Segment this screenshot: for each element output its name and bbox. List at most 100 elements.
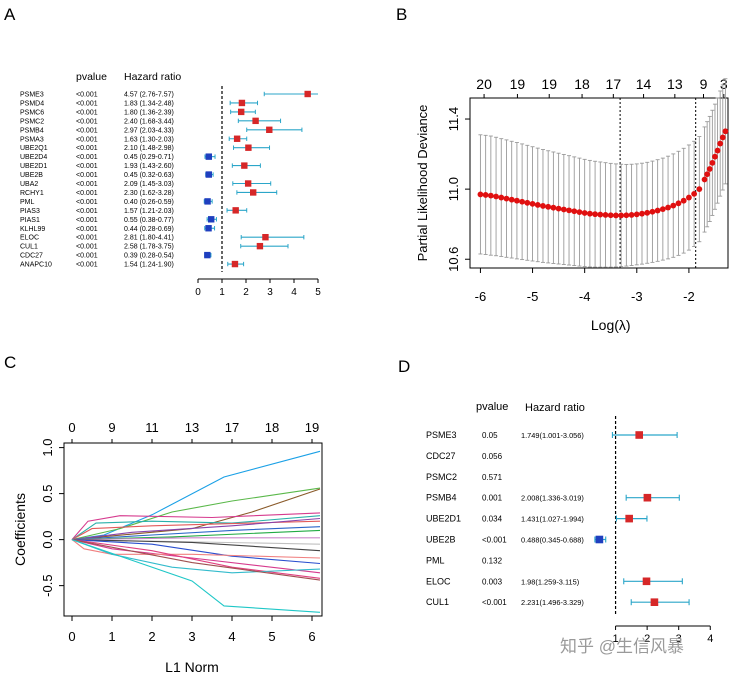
cv-point — [719, 134, 726, 141]
coef-path — [71, 539, 321, 579]
gene-label: ELOC — [20, 235, 39, 242]
pvalue-label: 0.034 — [482, 515, 503, 524]
hr-point — [241, 162, 248, 169]
hr-ci-label: 1.93 (1.43-2.60) — [124, 163, 174, 170]
pvalue-label: <0.001 — [76, 253, 98, 260]
coef-path — [71, 537, 320, 541]
cv-point — [477, 191, 484, 198]
pvalue-label: 0.571 — [482, 473, 503, 482]
y-tick-label: -0.5 — [40, 574, 55, 596]
top-tick-label: 17 — [225, 420, 239, 435]
top-tick-label: 9 — [700, 76, 708, 92]
hr-point — [204, 251, 211, 259]
hr-ci-label: 2.97 (2.03-4.33) — [124, 127, 174, 134]
hr-ci-label: 0.45 (0.29-0.71) — [124, 154, 174, 161]
hr-point — [231, 260, 239, 268]
gene-label: ELOC — [426, 576, 451, 586]
x-tick-label: 0 — [195, 287, 201, 298]
x-tick-label: 6 — [308, 629, 315, 644]
pvalue-label: 0.003 — [482, 577, 503, 586]
column-header-pvalue: pvalue — [76, 71, 107, 83]
coef-path — [71, 539, 321, 565]
x-tick-label: 2 — [644, 633, 650, 645]
gene-label: UBE2Q1 — [20, 145, 48, 152]
cv-point — [493, 193, 499, 200]
gene-label: PIAS1 — [20, 217, 40, 224]
cv-point — [581, 210, 588, 216]
cv-point — [644, 209, 651, 216]
coef-path — [71, 488, 321, 541]
coef-path — [71, 539, 321, 552]
cv-point — [722, 128, 729, 135]
pvalue-label: <0.001 — [76, 190, 98, 197]
gene-label: PSMB4 — [20, 127, 44, 134]
pvalue-label: 0.05 — [482, 431, 498, 440]
pvalue-label: <0.001 — [76, 181, 98, 188]
gene-label: PML — [20, 199, 35, 206]
gene-label: PML — [426, 555, 445, 565]
hr-point — [205, 171, 212, 178]
cv-point — [482, 192, 489, 198]
coef-path — [71, 539, 321, 574]
plot-frame — [63, 442, 323, 617]
cv-point — [691, 190, 698, 197]
gene-label: RCHY1 — [20, 190, 44, 197]
gene-label: UBE2B — [20, 172, 43, 179]
x-tick-label: -2 — [683, 289, 695, 304]
pvalue-label: <0.001 — [76, 199, 98, 206]
x-axis-title: Log(λ) — [591, 317, 631, 333]
pvalue-label: <0.001 — [76, 172, 98, 179]
gene-label: PIAS3 — [20, 208, 40, 215]
cv-point — [571, 208, 578, 215]
coef-path — [71, 539, 321, 581]
x-tick-label: 1 — [219, 287, 225, 298]
column-header-pvalue: pvalue — [476, 401, 508, 413]
cv-point — [503, 195, 510, 202]
cv-point — [706, 166, 713, 172]
hr-ci-label: 0.55 (0.38-0.77) — [124, 217, 174, 224]
plot-frame — [469, 97, 729, 269]
pvalue-label: <0.001 — [76, 92, 98, 99]
top-tick-label: 18 — [574, 76, 590, 92]
x-tick-label: 0 — [68, 629, 75, 644]
cv-point — [704, 171, 711, 178]
coef-path — [71, 520, 321, 541]
top-tick-label: 17 — [606, 76, 622, 92]
gene-label: UBE2B — [426, 535, 456, 545]
cv-point — [670, 202, 677, 209]
x-tick-label: 4 — [228, 629, 235, 644]
pvalue-label: <0.001 — [76, 109, 98, 116]
pvalue-label: <0.001 — [482, 598, 507, 607]
x-tick-label: 1 — [108, 629, 115, 644]
cv-point — [623, 212, 630, 219]
hr-point — [250, 189, 257, 196]
hr-point — [245, 144, 252, 151]
pvalue-label: <0.001 — [76, 100, 98, 107]
gene-label: UBA2 — [20, 181, 38, 188]
hr-ci-label: 0.39 (0.28-0.54) — [124, 253, 174, 260]
cv-point — [597, 211, 604, 218]
hr-point — [635, 431, 644, 439]
y-tick-label: 11.4 — [446, 107, 461, 131]
x-tick-label: 2 — [243, 287, 249, 298]
top-tick-label: 13 — [667, 76, 683, 92]
y-tick-label: 11.0 — [446, 177, 461, 201]
top-tick-label: 18 — [265, 420, 279, 435]
gene-label: PSMB4 — [426, 493, 457, 503]
coef-path — [71, 515, 321, 541]
cv-point — [628, 211, 635, 218]
pvalue-label: <0.001 — [76, 136, 98, 143]
gene-label: UBE2D4 — [20, 154, 47, 161]
hr-ci-label: 2.30 (1.62-3.28) — [124, 190, 174, 197]
gene-label: PSME3 — [20, 92, 44, 99]
y-tick-label: 0.5 — [40, 485, 55, 503]
pvalue-label: 0.056 — [482, 452, 503, 461]
hr-ci-label: 2.81 (1.80-4.41) — [124, 235, 174, 242]
hr-point — [643, 493, 652, 502]
cv-point — [560, 206, 567, 213]
pvalue-label: <0.001 — [76, 208, 98, 215]
hr-point — [205, 225, 212, 232]
hr-ci-label: 2.09 (1.45-3.03) — [124, 181, 174, 188]
gene-label: KLHL99 — [20, 226, 45, 233]
hr-ci-label: 0.45 (0.32-0.63) — [124, 172, 174, 179]
